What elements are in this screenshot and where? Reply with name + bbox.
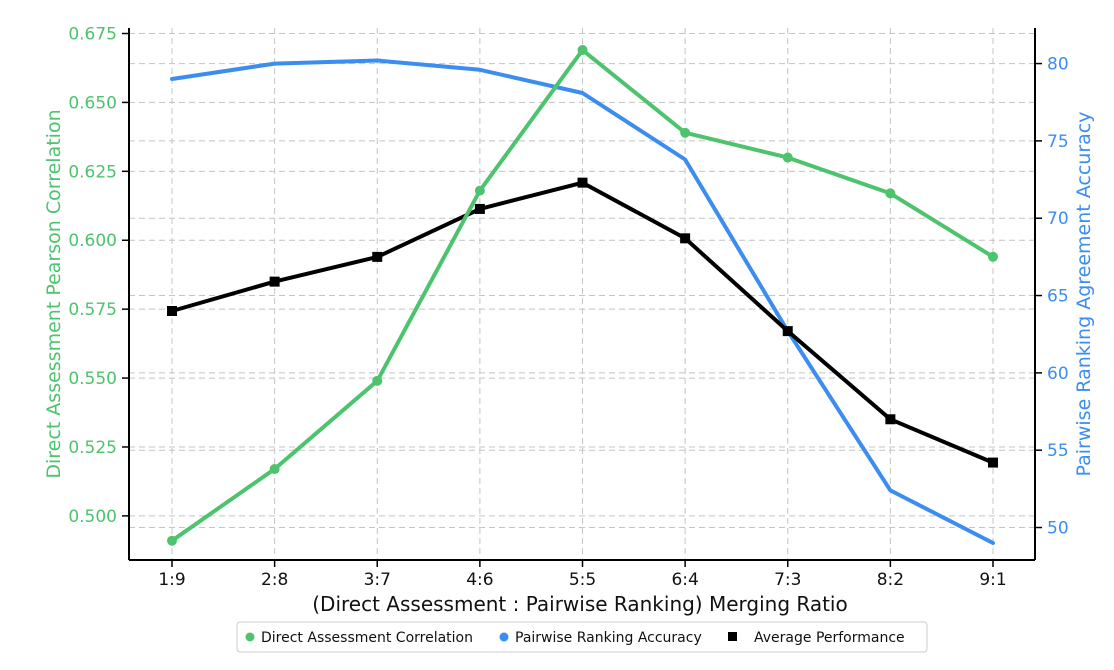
legend-label-direct-assessment: Direct Assessment Correlation <box>261 630 473 646</box>
grid-layer <box>129 28 1035 560</box>
y-tick-label-right: 60 <box>1047 364 1069 384</box>
x-axis-title: (Direct Assessment : Pairwise Ranking) M… <box>312 592 847 616</box>
y-tick-label-right: 65 <box>1047 287 1069 307</box>
legend-marker-average-performance <box>728 632 737 641</box>
legend-marker-pairwise-ranking <box>499 632 509 642</box>
y-axis-title-right: Pairwise Ranking Agreement Accuracy <box>1073 112 1095 477</box>
legend-label-pairwise-ranking: Pairwise Ranking Accuracy <box>515 630 702 646</box>
y-tick-label-right: 50 <box>1047 519 1069 539</box>
x-tick-label: 9:1 <box>979 570 1006 590</box>
y-tick-label-left: 0.525 <box>68 438 117 458</box>
x-tick-label: 8:2 <box>877 570 904 590</box>
y-tick-label-left: 0.500 <box>68 507 117 527</box>
data-point-average-performance <box>474 203 485 214</box>
data-point-average-performance <box>167 306 177 317</box>
data-point-average-performance <box>885 414 896 425</box>
y-tick-label-left: 0.600 <box>68 231 117 251</box>
x-tick-label: 4:6 <box>466 570 493 590</box>
y-tick-label-left: 0.650 <box>68 93 117 113</box>
data-point-average-performance <box>577 177 588 188</box>
x-tick-label: 3:7 <box>364 570 391 590</box>
series-line-pairwise-ranking-accuracy <box>170 58 995 545</box>
y-axis-title-left: Direct Assessment Pearson Correlation <box>43 109 65 478</box>
y-tick-label-left: 0.550 <box>68 369 117 389</box>
x-tick-label: 2:8 <box>261 570 288 590</box>
x-tick-label: 5:5 <box>569 570 596 590</box>
y-tick-label-left: 0.575 <box>68 300 117 320</box>
data-point-direct-assessment-correlation <box>372 375 383 386</box>
data-point-direct-assessment-correlation <box>577 45 588 56</box>
data-point-average-performance <box>269 276 280 287</box>
y-tick-label-right: 80 <box>1047 55 1069 75</box>
legend-marker-direct-assessment <box>245 632 255 642</box>
data-point-direct-assessment-correlation <box>474 185 485 196</box>
x-tick-label: 6:4 <box>671 570 698 590</box>
data-point-average-performance <box>988 457 998 468</box>
data-point-direct-assessment-correlation <box>885 188 896 199</box>
data-point-direct-assessment-correlation <box>167 535 177 546</box>
data-point-average-performance <box>782 326 793 337</box>
ticks-layer: 1:9 2:8 3:7 4:6 5:5 6:4 7:3 8:2 9:1 0.500 0.525 0.5… <box>68 25 1068 590</box>
legend-frame <box>236 621 928 653</box>
x-tick-label: 1:9 <box>158 570 185 590</box>
y-tick-label-left: 0.625 <box>68 162 117 182</box>
data-point-direct-assessment-correlation <box>988 251 998 262</box>
data-point-direct-assessment-correlation <box>269 464 280 475</box>
y-tick-label-right: 75 <box>1047 132 1069 152</box>
data-point-average-performance <box>680 233 691 244</box>
data-point-average-performance <box>372 251 383 262</box>
series-layer <box>167 45 998 546</box>
data-point-direct-assessment-correlation <box>782 152 793 163</box>
legend: Direct Assessment Correlation Pairwise R… <box>236 621 928 653</box>
y-tick-label-right: 70 <box>1047 209 1069 229</box>
data-point-direct-assessment-correlation <box>680 127 691 138</box>
x-tick-label: 7:3 <box>774 570 801 590</box>
y-tick-label-right: 55 <box>1047 441 1069 461</box>
legend-label-average-performance: Average Performance <box>754 630 905 646</box>
y-tick-label-left: 0.675 <box>68 25 117 45</box>
